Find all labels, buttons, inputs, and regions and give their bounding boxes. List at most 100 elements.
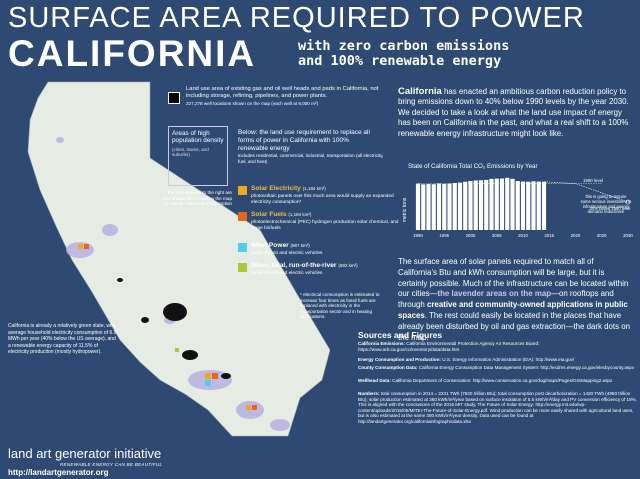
chart-bar <box>541 181 547 230</box>
population-density-box: Areas of high population density (cities… <box>168 126 228 186</box>
chart-bar <box>526 181 531 230</box>
source-item: Energy Consumption and Production: U.S. … <box>358 357 638 363</box>
legend-label-name: Wave, tidal, run-of-the-river <box>251 262 339 269</box>
chart-tick-label: 2015 <box>544 233 554 238</box>
legend-desc: photovoltaic panels over this much area … <box>251 194 394 205</box>
county-energy-squares <box>78 244 257 410</box>
legend-label-area: (1,184 km²) <box>302 186 326 191</box>
page-title: SURFACE AREA REQUIRED TO POWER <box>8 2 585 34</box>
chart-bar <box>489 178 494 230</box>
para2-text-1: The surface area of solar panels require… <box>398 257 629 299</box>
requirement-heading: Below: the land use requirement to repla… <box>238 129 370 152</box>
intro-lead: California <box>398 86 442 97</box>
source-label: Wellhead Data: <box>358 378 391 383</box>
source-text: U.S. Energy Information Administration (… <box>440 357 575 362</box>
population-density-subtext: (cities, towns, and suburbs) <box>172 146 209 158</box>
source-item: Numbers: total consumption in 2014 = 223… <box>358 391 638 424</box>
solar-paragraph: The surface area of solar panels require… <box>398 257 634 343</box>
emissions-chart: metric tons 1990 1995 2000 2005 2010 2015 2020… <box>402 177 633 238</box>
oil-gas-wells <box>117 278 231 379</box>
target-label: 40% below 1990 level <box>590 206 631 211</box>
legend-swatch <box>238 243 247 252</box>
legend-label: Solar Fuels (1,184 km²) <box>251 211 311 218</box>
subtitle-line-1: with zero carbon emissions <box>298 38 510 54</box>
chart-annotation: this is going to require some serious inv… <box>581 194 632 214</box>
chart-title: State of California Total CO₂ Emissions … <box>408 163 538 170</box>
chart-bar <box>520 181 526 230</box>
chart-ticks: 1990 1995 2000 2005 2010 2015 2020 2025 2030 <box>413 233 633 238</box>
chart-bar <box>431 184 436 230</box>
page-title-state: CALIFORNIA <box>8 33 257 74</box>
legend-label: Wind Power (987 km²) <box>251 242 310 249</box>
legend-label: Solar Electricity (1,184 km²) <box>251 185 326 192</box>
chart-bar <box>452 182 457 230</box>
four-squares-note: the four squares to the right are also s… <box>162 190 232 207</box>
chart-bar <box>478 180 484 230</box>
chart-bar <box>421 184 426 230</box>
chart-bar <box>442 183 447 230</box>
source-label: County Consumption Data: <box>358 365 418 370</box>
source-label: Numbers: <box>358 391 380 396</box>
california-map <box>27 81 330 437</box>
lavender-areas-highlight: the lavender areas on the map <box>437 289 552 299</box>
legend-label-area: (1,184 km²) <box>288 212 312 217</box>
chart-tick-label: 2030 <box>623 233 633 238</box>
chart-bar <box>473 180 478 230</box>
legend-desc: public transit and electric vehicles <box>251 271 323 276</box>
legend-label: Wave, tidal, run-of-the-river (692 km²) <box>251 262 358 269</box>
legend-desc: public transit and electric vehicles <box>251 251 323 256</box>
legend-label-name: Wind Power <box>251 242 291 249</box>
page-subtitle: with zero carbon emissions and 100% rene… <box>298 39 509 69</box>
community-applications-highlight: creative and community-owned application… <box>398 300 628 320</box>
website-link[interactable]: http://landartgenerator.org <box>8 468 109 477</box>
chart-tick-label: 2000 <box>466 233 476 238</box>
source-item: Wellhead Data: California Department of … <box>358 378 638 384</box>
target-point <box>625 199 631 205</box>
chart-bar <box>468 181 473 230</box>
chart-bar <box>426 184 431 230</box>
source-text: California Environmental Protection Agen… <box>358 341 540 352</box>
target-projection-line <box>543 181 629 203</box>
chart-bar <box>484 179 489 230</box>
intro-text: has enacted an ambitious carbon reductio… <box>398 87 629 138</box>
chart-bar <box>531 181 536 230</box>
gas-well-swatch <box>168 92 180 104</box>
chart-tick-label: 1990 <box>413 233 423 238</box>
chart-tick-label: 2025 <box>597 233 607 238</box>
california-outline <box>27 81 330 437</box>
gas-well-note: Land use area of existing gas and oil we… <box>186 86 386 107</box>
chart-ylabel: metric tons <box>402 197 408 222</box>
source-label: California Emissions: <box>358 341 405 346</box>
chart-bar <box>494 178 499 230</box>
lagi-logo: land art generator initiative <box>8 446 162 461</box>
source-item: California Emissions: California Environ… <box>358 341 638 352</box>
chart-tick-label: 2010 <box>518 233 528 238</box>
subtitle-line-2: and 100% renewable energy <box>298 53 502 69</box>
chart-bar <box>447 183 452 230</box>
chart-bar <box>515 181 520 230</box>
legend-swatch <box>238 212 247 221</box>
gas-well-subtext: 227,278 well locations shown on the map … <box>186 101 319 106</box>
source-item: County Consumption Data: California Ener… <box>358 365 638 371</box>
chart-bar <box>463 181 468 230</box>
chart-bar <box>536 181 541 230</box>
sources-heading: Sources and Figures <box>358 330 443 340</box>
legend-label-area: (987 km²) <box>290 243 310 248</box>
chart-tick-label: 2005 <box>492 233 502 238</box>
gas-well-text: Land use area of existing gas and oil we… <box>186 86 379 99</box>
legend-swatch <box>238 263 247 272</box>
intro-paragraph: California has enacted an ambitious carb… <box>398 86 634 139</box>
chart-bar <box>457 182 463 230</box>
chart-bar <box>505 177 510 230</box>
legend-label-name: Solar Fuels <box>251 211 289 218</box>
chart-tick-label: 1995 <box>439 233 449 238</box>
level-1990-label: 1990 level <box>583 178 603 183</box>
source-text: California Department of Conservation: h… <box>390 378 613 383</box>
chart-bars <box>415 177 547 230</box>
para2-text-3: —on rooftops and through <box>398 289 614 310</box>
population-density-title: Areas of high population density <box>172 130 224 145</box>
lagi-tagline: RENEWABLE ENERGY CAN BE BEAUTIFUL <box>60 462 163 467</box>
para2-text-5: . The rest could easily be located in th… <box>398 310 631 342</box>
green-state-note: California is already a relatively green… <box>8 323 117 356</box>
chart-bar <box>415 183 421 230</box>
